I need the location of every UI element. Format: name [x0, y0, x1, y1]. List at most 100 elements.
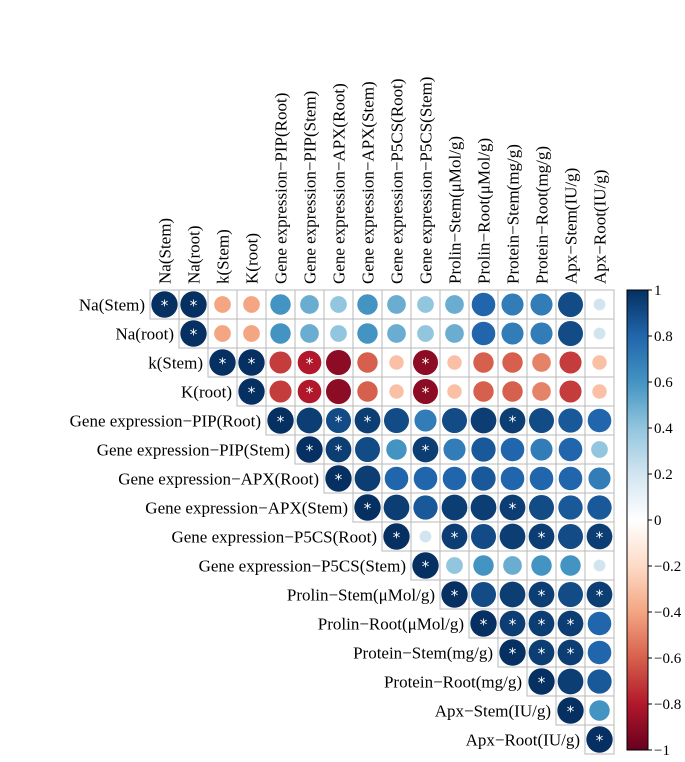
correlation-circle	[325, 349, 352, 376]
correlation-circle	[269, 351, 292, 374]
correlation-circle	[412, 436, 439, 463]
correlation-circle	[441, 581, 468, 608]
significance-star: *	[335, 413, 343, 431]
correlation-circle	[357, 352, 378, 373]
correlation-circle	[502, 352, 523, 373]
correlation-circle	[586, 726, 613, 753]
significance-star: *	[538, 674, 546, 692]
significance-star: *	[422, 442, 430, 460]
correlation-circle	[470, 494, 497, 521]
correlation-circle	[528, 523, 555, 550]
column-label: Apx−Stem(IU/g)	[562, 168, 581, 284]
correlation-circle	[443, 438, 466, 461]
significance-star: *	[248, 355, 256, 373]
correlation-circle	[412, 552, 439, 579]
correlation-circle	[557, 581, 584, 608]
correlation-circle	[560, 555, 581, 576]
correlation-circle	[588, 467, 611, 490]
correlation-circle	[417, 296, 434, 313]
significance-star: *	[567, 616, 575, 634]
correlation-circle	[557, 320, 584, 347]
correlation-circle	[384, 466, 409, 491]
grid-cell	[323, 318, 354, 349]
significance-star: *	[538, 645, 546, 663]
correlation-circle	[528, 581, 555, 608]
correlation-circle	[447, 384, 462, 399]
row-label: Gene expression−P5CS(Root)	[171, 528, 377, 547]
correlation-circle	[387, 324, 406, 343]
correlation-circle	[471, 466, 496, 491]
correlation-circle	[531, 555, 552, 576]
correlation-circle	[473, 381, 494, 402]
correlation-circle	[445, 295, 464, 314]
significance-star: *	[277, 413, 285, 431]
significance-star: *	[538, 529, 546, 547]
row-labels: Na(Stem) Na(root) k(Stem) K(root) Gene expre…	[70, 296, 580, 750]
correlation-circle	[528, 407, 555, 434]
correlation-circle	[300, 324, 319, 343]
significance-markers: * * * * * * * * * * * * * * * * * * * * * * * * * * * * * * * * * * * * * *	[161, 297, 604, 750]
correlation-circle	[267, 407, 294, 434]
column-label: Gene expression−PIP(Root)	[272, 93, 291, 284]
correlation-circle	[557, 610, 584, 637]
correlation-circle	[470, 407, 497, 434]
correlation-circle	[499, 581, 526, 608]
correlation-circle	[214, 296, 231, 313]
significance-star: *	[422, 384, 430, 402]
correlation-circle	[470, 581, 497, 608]
significance-star: *	[509, 616, 517, 634]
correlation-circle	[587, 408, 612, 433]
column-label: Prolin−Stem(μMol/g)	[446, 136, 465, 284]
significance-star: *	[364, 413, 372, 431]
correlation-circle	[528, 494, 555, 521]
correlation-circle	[529, 466, 554, 491]
correlation-circle	[243, 325, 260, 342]
significance-star: *	[509, 645, 517, 663]
correlation-circle	[325, 436, 352, 463]
colorbar-tick-label: 0.8	[654, 329, 673, 345]
correlation-circle	[528, 610, 555, 637]
correlation-circle	[530, 293, 553, 316]
correlation-circle	[587, 611, 612, 636]
row-label: Gene expression−APX(Root)	[118, 470, 319, 489]
correlation-circle	[473, 352, 494, 373]
correlation-circle	[357, 294, 378, 315]
correlation-circle	[389, 384, 404, 399]
correlation-circle	[354, 465, 381, 492]
column-label: Gene expression−PIP(Stem)	[301, 91, 320, 284]
correlation-circle	[501, 293, 524, 316]
significance-star: *	[364, 500, 372, 518]
correlation-circle	[557, 668, 584, 695]
correlation-circle	[383, 407, 410, 434]
correlation-circle	[238, 378, 265, 405]
significance-star: *	[538, 616, 546, 634]
colorbar-gradient	[626, 289, 649, 751]
significance-star: *	[596, 529, 604, 547]
correlation-circle	[589, 700, 610, 721]
colorbar-tick-label: 0.2	[654, 467, 673, 483]
correlation-circle	[446, 557, 463, 574]
correlation-circle	[499, 407, 526, 434]
correlation-circle	[296, 407, 323, 434]
correlation-circle	[530, 322, 553, 345]
correlation-circle	[592, 384, 607, 399]
significance-star: *	[538, 587, 546, 605]
correlation-circle	[559, 380, 582, 403]
row-label: Prolin−Root(μMol/g)	[318, 615, 464, 634]
significance-star: *	[451, 587, 459, 605]
correlation-circle	[330, 296, 347, 313]
correlation-circle	[441, 494, 468, 521]
correlation-circle	[413, 466, 438, 491]
correlation-circle	[412, 378, 439, 405]
correlation-circle	[557, 523, 584, 550]
row-label: Gene expression−P5CS(Stem)	[199, 557, 406, 576]
column-label: Apx−Root(IU/g)	[591, 170, 610, 284]
column-label: Gene expression−APX(Stem)	[359, 81, 378, 284]
column-label: K(root)	[243, 233, 262, 284]
correlation-circle	[180, 291, 207, 318]
correlation-circle	[587, 669, 612, 694]
correlation-circle	[532, 353, 551, 372]
correlation-circle	[499, 523, 526, 550]
row-label: Apx−Stem(IU/g)	[435, 702, 551, 721]
